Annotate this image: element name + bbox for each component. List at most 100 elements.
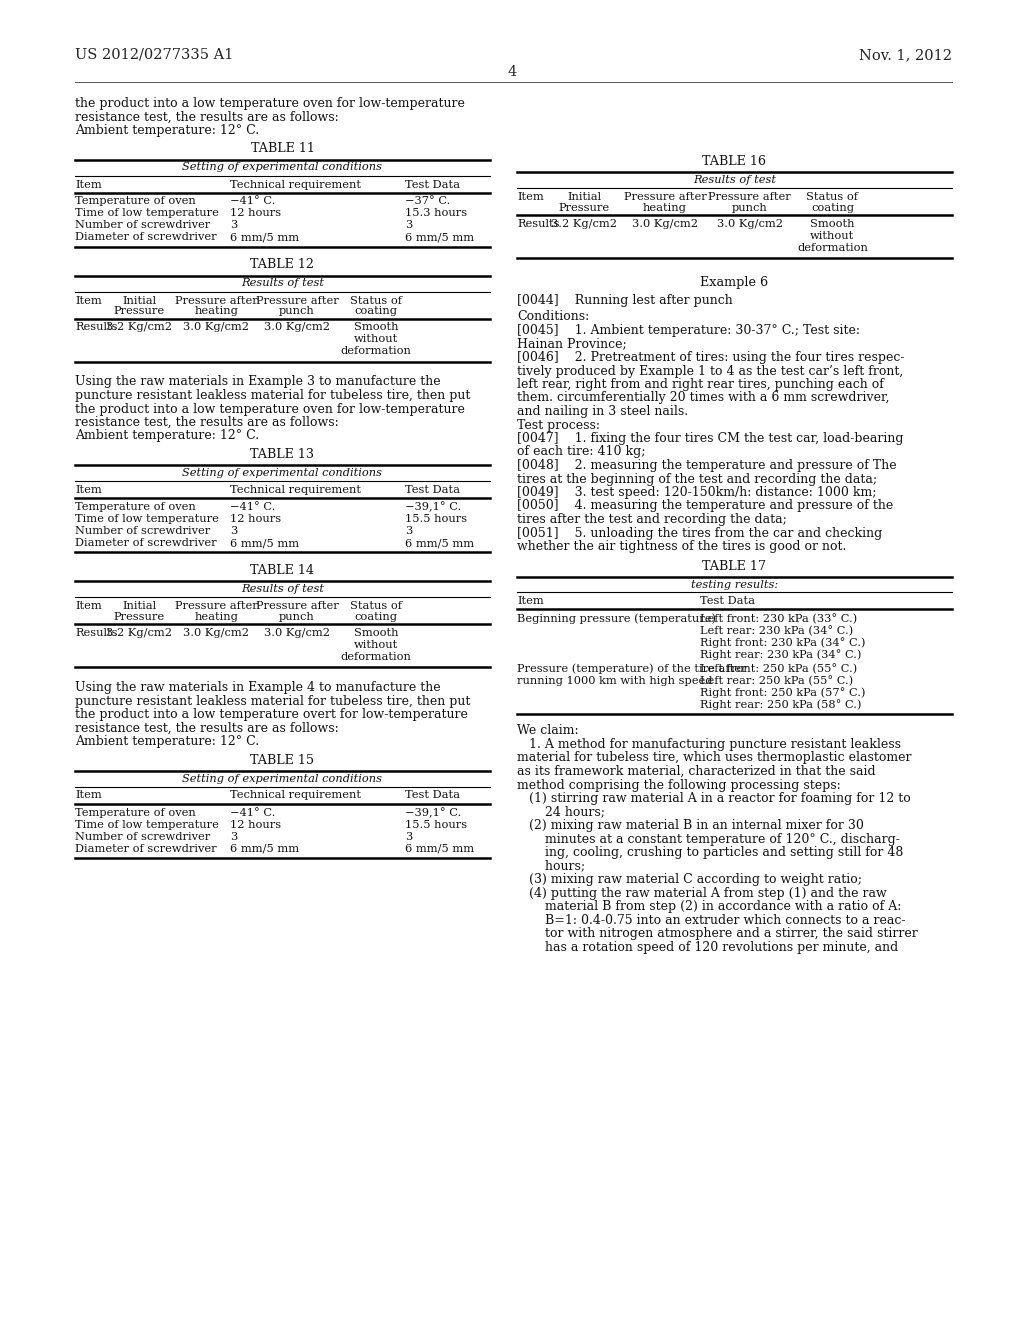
Text: ing, cooling, crushing to particles and setting still for 48: ing, cooling, crushing to particles and … [517,846,903,859]
Text: −41° C.: −41° C. [230,502,275,512]
Text: Technical requirement: Technical requirement [230,484,361,495]
Text: running 1000 km with high speed: running 1000 km with high speed [517,676,713,685]
Text: Test Data: Test Data [406,791,460,800]
Text: 4: 4 [507,65,517,79]
Text: 3: 3 [230,832,238,842]
Text: 6 mm/5 mm: 6 mm/5 mm [230,232,299,243]
Text: punch: punch [280,306,315,317]
Text: the product into a low temperature oven for low-temperature: the product into a low temperature oven … [75,96,465,110]
Text: Smooth: Smooth [810,219,855,228]
Text: testing results:: testing results: [691,579,778,590]
Text: has a rotation speed of 120 revolutions per minute, and: has a rotation speed of 120 revolutions … [517,940,898,953]
Text: 3.2 Kg/cm2: 3.2 Kg/cm2 [552,219,617,228]
Text: heating: heating [195,306,238,317]
Text: Pressure: Pressure [114,306,165,317]
Text: punch: punch [280,612,315,622]
Text: without: without [353,640,398,649]
Text: Right front: 250 kPa (57° C.): Right front: 250 kPa (57° C.) [699,688,865,698]
Text: Initial: Initial [122,296,157,305]
Text: [0051]    5. unloading the tires from the car and checking: [0051] 5. unloading the tires from the c… [517,527,883,540]
Text: Results: Results [517,219,559,228]
Text: punch: punch [732,203,768,213]
Text: Item: Item [75,296,101,305]
Text: minutes at a constant temperature of 120° C., discharg-: minutes at a constant temperature of 120… [517,833,900,846]
Text: Right front: 230 kPa (34° C.): Right front: 230 kPa (34° C.) [699,638,865,648]
Text: Initial: Initial [567,191,601,202]
Text: Ambient temperature: 12° C.: Ambient temperature: 12° C. [75,735,259,748]
Text: resistance test, the results are as follows:: resistance test, the results are as foll… [75,722,339,734]
Text: 3: 3 [230,220,238,231]
Text: Ambient temperature: 12° C.: Ambient temperature: 12° C. [75,429,259,442]
Text: 12 hours: 12 hours [230,820,282,829]
Text: We claim:: We claim: [517,723,579,737]
Text: 3.0 Kg/cm2: 3.0 Kg/cm2 [632,219,698,228]
Text: 15.5 hours: 15.5 hours [406,820,467,829]
Text: Item: Item [75,791,101,800]
Text: Time of low temperature: Time of low temperature [75,513,219,524]
Text: [0049]    3. test speed: 120-150km/h: distance: 1000 km;: [0049] 3. test speed: 120-150km/h: dista… [517,486,877,499]
Text: −41° C.: −41° C. [230,808,275,817]
Text: Conditions:: Conditions: [517,309,589,322]
Text: left rear, right from and right rear tires, punching each of: left rear, right from and right rear tir… [517,378,884,391]
Text: Technical requirement: Technical requirement [230,180,361,190]
Text: Number of screwdriver: Number of screwdriver [75,832,210,842]
Text: 1. A method for manufacturing puncture resistant leakless: 1. A method for manufacturing puncture r… [517,738,901,751]
Text: Number of screwdriver: Number of screwdriver [75,525,210,536]
Text: Initial: Initial [122,601,157,611]
Text: −37° C.: −37° C. [406,197,451,206]
Text: Beginning pressure (temperature): Beginning pressure (temperature) [517,614,716,624]
Text: [0046]    2. Pretreatment of tires: using the four tires respec-: [0046] 2. Pretreatment of tires: using t… [517,351,904,364]
Text: 3.0 Kg/cm2: 3.0 Kg/cm2 [264,628,330,638]
Text: (2) mixing raw material B in an internal mixer for 30: (2) mixing raw material B in an internal… [517,818,864,832]
Text: as its framework material, characterized in that the said: as its framework material, characterized… [517,766,876,777]
Text: 6 mm/5 mm: 6 mm/5 mm [406,539,474,548]
Text: heating: heating [195,612,238,622]
Text: Hainan Province;: Hainan Province; [517,338,627,351]
Text: coating: coating [354,612,397,622]
Text: them. circumferentially 20 times with a 6 mm screwdriver,: them. circumferentially 20 times with a … [517,392,890,404]
Text: tively produced by Example 1 to 4 as the test car’s left front,: tively produced by Example 1 to 4 as the… [517,364,903,378]
Text: (1) stirring raw material A in a reactor for foaming for 12 to: (1) stirring raw material A in a reactor… [517,792,910,805]
Text: 3.2 Kg/cm2: 3.2 Kg/cm2 [106,322,172,333]
Text: 6 mm/5 mm: 6 mm/5 mm [406,843,474,854]
Text: Test Data: Test Data [699,597,755,606]
Text: and nailing in 3 steel nails.: and nailing in 3 steel nails. [517,405,688,418]
Text: Left rear: 230 kPa (34° C.): Left rear: 230 kPa (34° C.) [699,626,853,636]
Text: Right rear: 230 kPa (34° C.): Right rear: 230 kPa (34° C.) [699,649,861,660]
Text: deformation: deformation [340,652,412,663]
Text: of each tire: 410 kg;: of each tire: 410 kg; [517,446,645,458]
Text: [0045]    1. Ambient temperature: 30-37° C.; Test site:: [0045] 1. Ambient temperature: 30-37° C.… [517,323,860,337]
Text: Temperature of oven: Temperature of oven [75,197,196,206]
Text: Pressure after: Pressure after [175,601,257,611]
Text: [0044]    Running lest after punch: [0044] Running lest after punch [517,294,733,308]
Text: −39,1° C.: −39,1° C. [406,808,461,818]
Text: resistance test, the results are as follows:: resistance test, the results are as foll… [75,416,339,429]
Text: without: without [353,334,398,345]
Text: Smooth: Smooth [353,322,398,333]
Text: 3.0 Kg/cm2: 3.0 Kg/cm2 [264,322,330,333]
Text: Item: Item [75,180,101,190]
Text: Test process:: Test process: [517,418,600,432]
Text: Pressure after: Pressure after [709,191,792,202]
Text: −41° C.: −41° C. [230,197,275,206]
Text: TABLE 17: TABLE 17 [702,560,767,573]
Text: deformation: deformation [340,346,412,356]
Text: tires after the test and recording the data;: tires after the test and recording the d… [517,513,786,525]
Text: Results of test: Results of test [241,583,324,594]
Text: US 2012/0277335 A1: US 2012/0277335 A1 [75,48,233,62]
Text: puncture resistant leakless material for tubeless tire, then put: puncture resistant leakless material for… [75,694,470,708]
Text: the product into a low temperature oven for low-temperature: the product into a low temperature oven … [75,403,465,416]
Text: Results: Results [75,322,118,333]
Text: whether the air tightness of the tires is good or not.: whether the air tightness of the tires i… [517,540,847,553]
Text: [0048]    2. measuring the temperature and pressure of The: [0048] 2. measuring the temperature and … [517,459,897,473]
Text: TABLE 16: TABLE 16 [702,154,767,168]
Text: Left rear: 250 kPa (55° C.): Left rear: 250 kPa (55° C.) [699,676,853,686]
Text: 3.0 Kg/cm2: 3.0 Kg/cm2 [183,628,249,638]
Text: Nov. 1, 2012: Nov. 1, 2012 [859,48,952,62]
Text: Item: Item [75,484,101,495]
Text: Example 6: Example 6 [700,276,769,289]
Text: 3.2 Kg/cm2: 3.2 Kg/cm2 [106,628,172,638]
Text: TABLE 15: TABLE 15 [251,754,314,767]
Text: Temperature of oven: Temperature of oven [75,808,196,817]
Text: Results: Results [75,628,118,638]
